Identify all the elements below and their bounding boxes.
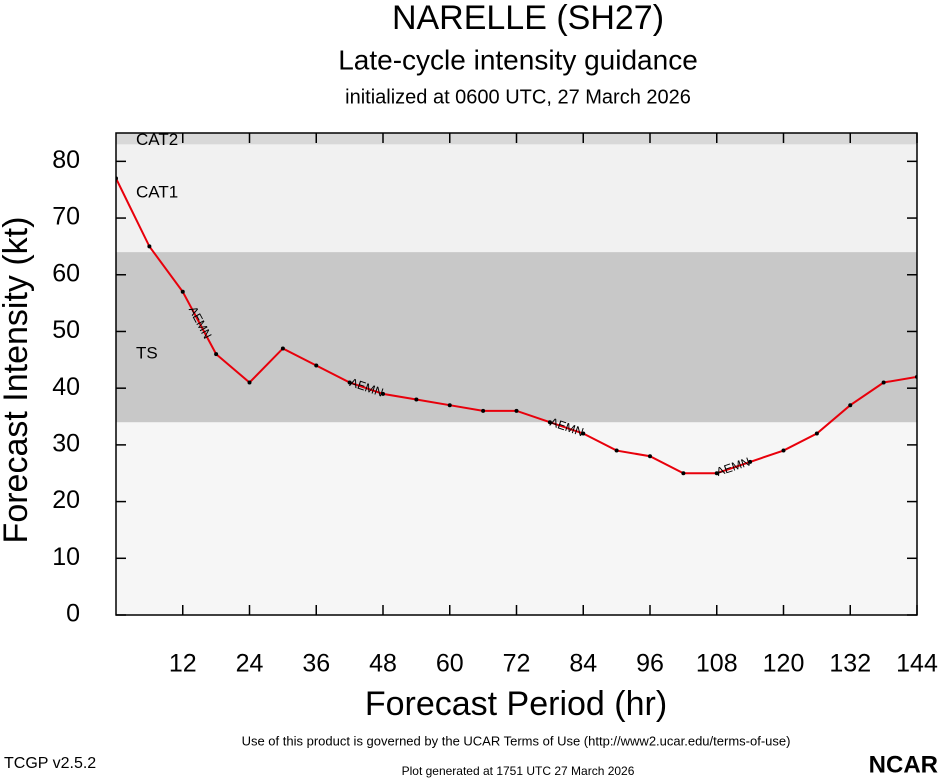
band-label: TS (136, 344, 158, 363)
y-tick-label: 50 (52, 316, 80, 344)
y-tick-label: 70 (52, 203, 80, 231)
init-time: initialized at 0600 UTC, 27 March 2026 (345, 86, 691, 108)
data-point (748, 459, 753, 464)
data-point (447, 403, 452, 408)
data-point (681, 471, 686, 476)
chart-subtitle: Late-cycle intensity guidance (338, 44, 698, 75)
logo: NCAR (869, 751, 938, 778)
x-tick-label: 120 (763, 650, 805, 678)
terms: Use of this product is governed by the U… (242, 733, 791, 748)
x-tick-label: 72 (503, 650, 531, 678)
x-tick-label: 84 (569, 650, 597, 678)
y-tick-label: 10 (52, 543, 80, 571)
data-point (414, 397, 419, 402)
x-tick-label: 108 (696, 650, 738, 678)
data-point (848, 403, 853, 408)
y-axis-label: Forecast Intensity (kt) (0, 217, 35, 544)
data-point (581, 431, 586, 436)
data-point (547, 420, 552, 425)
intensity-band (116, 252, 917, 423)
data-point (881, 380, 886, 385)
data-point (781, 448, 786, 453)
data-point (247, 380, 252, 385)
x-tick-label: 12 (169, 650, 197, 678)
x-tick-label: 24 (236, 650, 264, 678)
y-tick-label: 80 (52, 146, 80, 174)
x-tick-label: 96 (636, 650, 664, 678)
x-tick-label: 60 (436, 650, 464, 678)
data-point (147, 244, 152, 249)
y-tick-label: 40 (52, 373, 80, 401)
y-tick-label: 30 (52, 429, 80, 457)
data-point (214, 352, 219, 357)
data-point (280, 346, 285, 351)
x-tick-label: 36 (302, 650, 330, 678)
data-point (314, 363, 319, 368)
y-tick-label: 0 (66, 600, 80, 628)
band-label: CAT1 (136, 182, 178, 201)
version: TCGP v2.5.2 (4, 755, 96, 772)
data-point (347, 380, 352, 385)
intensity-band (116, 144, 917, 253)
chart-title: NARELLE (SH27) (392, 0, 664, 37)
band-label: CAT2 (136, 130, 178, 149)
data-point (714, 471, 719, 476)
data-point (514, 408, 519, 413)
y-tick-label: 20 (52, 486, 80, 514)
data-point (180, 289, 185, 294)
data-point (814, 431, 819, 436)
data-point (481, 408, 486, 413)
x-tick-label: 132 (829, 650, 871, 678)
data-point (381, 391, 385, 396)
generated: Plot generated at 1751 UTC 27 March 2026 (402, 764, 635, 778)
x-axis-label: Forecast Period (hr) (365, 685, 667, 723)
data-point (614, 448, 619, 453)
data-point (648, 454, 652, 459)
x-tick-label: 144 (896, 650, 938, 678)
y-tick-label: 60 (52, 259, 80, 287)
x-tick-label: 48 (369, 650, 397, 678)
